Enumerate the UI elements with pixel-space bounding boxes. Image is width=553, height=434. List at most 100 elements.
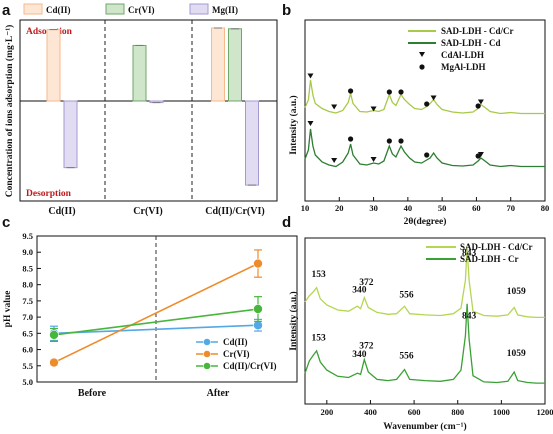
peak-label: 1059	[507, 287, 526, 297]
data-point-Cr(VI)	[49, 357, 59, 368]
x-tick-label: 20	[335, 203, 344, 213]
legend-marker-mgal-ldh	[419, 64, 425, 70]
cdal-ldh-marker	[370, 106, 377, 112]
mgal-ldh-marker	[424, 101, 430, 107]
y-tick-label: 5.5	[22, 361, 33, 371]
panel-b-ylabel: Intensity (a.u.)	[288, 95, 299, 154]
cdal-ldh-marker	[307, 73, 314, 79]
y-tick-label: 8.0	[22, 280, 33, 290]
legend-marker-cdal-ldh	[419, 52, 425, 57]
mgal-ldh-marker	[386, 138, 392, 144]
mgal-ldh-marker	[475, 153, 481, 159]
panel-b-frame	[304, 19, 546, 202]
panel-a-bar-chart: Adsorption Desorption Concentration of i…	[4, 3, 278, 217]
peak-label: 153	[311, 333, 326, 343]
legend-label: Cd(II)	[46, 5, 71, 15]
legend-marker	[203, 338, 211, 346]
y-tick-label: 8.5	[22, 263, 33, 273]
mgal-ldh-marker	[398, 138, 404, 144]
x-tick-label: 40	[404, 203, 413, 213]
bar-Mg(II)-Cd(II)	[63, 100, 78, 169]
y-tick-label: 5.0	[22, 377, 33, 387]
panel-d-frame	[304, 237, 546, 405]
legend-label: CdAl-LDH	[441, 50, 484, 60]
legend-label: Cr(VI)	[128, 5, 155, 15]
series-line-Cd(II)	[53, 324, 259, 335]
x-tick-label: 1000	[493, 407, 510, 417]
bar-Mg(II)-Cd(II)/Cr(VI)	[245, 100, 259, 186]
panel-label-b: b	[282, 2, 291, 19]
y-tick-label: 6.5	[22, 328, 33, 338]
peak-label: 372	[359, 278, 374, 288]
y-tick-label: 7.0	[22, 312, 33, 322]
panel-d-raman-chart: Intensity (a.u.) Wavenumber (cm⁻¹) 153 34…	[288, 237, 553, 432]
x-tick-label: 400	[364, 407, 377, 417]
data-point-Cd(II)/Cr(VI)	[49, 330, 59, 340]
peak-label: 372	[359, 341, 374, 351]
series-line-SAD-LDH - Cd/Cr	[304, 247, 545, 319]
panel-a-category-label: Cd(II)	[48, 206, 75, 217]
mgal-ldh-marker	[386, 89, 392, 95]
cdal-ldh-marker	[477, 152, 484, 157]
cdal-ldh-marker	[307, 121, 314, 126]
panel-d-xlabel: Wavenumber (cm⁻¹)	[383, 421, 466, 432]
cdal-ldh-marker	[370, 157, 377, 162]
legend-label: SAD-LDH - Cr	[460, 254, 519, 264]
series-line-SAD-LDH - Cr	[304, 303, 545, 384]
y-tick-label: 7.5	[22, 296, 33, 306]
legend-label: Cd(II)/Cr(VI)	[223, 361, 277, 371]
mgal-ldh-marker	[348, 88, 354, 94]
y-tick-label: 9.5	[22, 231, 33, 241]
panel-label-c: c	[2, 214, 10, 231]
cdal-ldh-marker	[477, 99, 484, 105]
mgal-ldh-marker	[348, 136, 354, 142]
panel-b-xlabel: 2θ(degree)	[404, 216, 447, 227]
legend-swatch-Cd(II)	[23, 3, 43, 15]
series-line-SAD-LDH - Cd	[304, 128, 545, 168]
mgal-ldh-marker	[398, 89, 404, 95]
panel-a-frame	[19, 19, 278, 202]
x-tick-label: 1200	[537, 407, 553, 417]
bar-Cr(VI)-Cd(II)/Cr(VI)	[228, 28, 242, 102]
x-tick-label: 80	[541, 203, 550, 213]
panel-a-ylabel: Concentration of ions adsorption (mg·L⁻¹…	[4, 25, 15, 198]
x-tick-label: 600	[408, 407, 421, 417]
data-point-Cr(VI)	[253, 258, 263, 269]
panel-b-xrd-chart: Intensity (a.u.) 2θ(degree) 10 20 30 40 50 60…	[288, 19, 550, 227]
mgal-ldh-marker	[424, 152, 430, 158]
bar-Cd(II)-Cd(II)/Cr(VI)	[211, 27, 225, 102]
peak-label: 556	[399, 291, 414, 301]
peak-label: 556	[399, 351, 414, 361]
x-tick-label: 200	[320, 407, 333, 417]
panel-label-a: a	[2, 2, 11, 19]
series-line-SAD-LDH - Cd/Cr	[304, 79, 545, 115]
panel-c-category-label: Before	[78, 388, 107, 399]
peak-label: 340	[352, 286, 367, 296]
x-tick-label: 30	[369, 203, 378, 213]
bar-Cd(II)-Cd(II)	[46, 29, 61, 102]
x-tick-label: 50	[438, 203, 447, 213]
legend-label: Cd(II)	[223, 337, 248, 347]
data-point-Cd(II)	[253, 320, 263, 331]
series-line-Cr(VI)	[53, 262, 259, 364]
legend-label: MgAl-LDH	[441, 62, 486, 72]
panel-d-ylabel: Intensity (a.u.)	[288, 291, 299, 350]
cdal-ldh-marker	[331, 104, 338, 110]
panel-c-ylabel: pH value	[3, 291, 13, 328]
legend-label: SAD-LDH - Cd	[441, 38, 501, 48]
x-tick-label: 10	[301, 203, 310, 213]
peak-label: 153	[311, 270, 326, 280]
panel-c-ph-chart: pH value 5.05.56.06.57.07.58.08.59.09.5 …	[3, 231, 298, 399]
peak-label: 843	[462, 312, 477, 322]
cdal-ldh-marker	[430, 95, 437, 101]
y-tick-label: 6.0	[22, 345, 33, 355]
mgal-ldh-marker	[475, 103, 481, 109]
panel-label-d: d	[282, 214, 291, 231]
legend-label: Cr(VI)	[223, 349, 250, 359]
legend-swatch-Cr(VI)	[105, 3, 125, 15]
legend-label: SAD-LDH - Cd/Cr	[441, 26, 514, 36]
x-tick-label: 70	[506, 203, 515, 213]
legend-marker	[203, 350, 211, 358]
series-line-Cd(II)/Cr(VI)	[53, 308, 259, 336]
